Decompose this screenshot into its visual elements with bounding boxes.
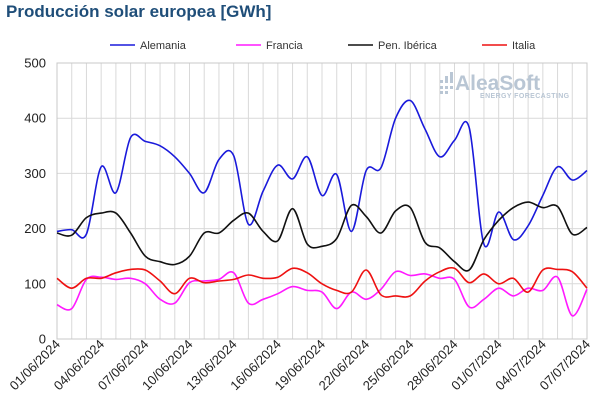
aleasoft-logo-icon — [440, 72, 453, 94]
y-tick-label: 100 — [24, 276, 46, 291]
y-tick-label: 0 — [39, 332, 46, 347]
legend: Alemania Francia Pen. Ibérica Italia — [110, 40, 536, 52]
y-tick-label: 500 — [24, 56, 46, 71]
y-tick-label: 300 — [24, 166, 46, 181]
y-tick-label: 400 — [24, 111, 46, 126]
legend-label-pen-iberica: Pen. Ibérica — [378, 40, 438, 52]
aleasoft-watermark: AleaSoft ENERGY FORECASTING — [440, 72, 570, 100]
plot-border — [56, 62, 588, 340]
legend-label-italia: Italia — [512, 40, 536, 52]
watermark-tagline: ENERGY FORECASTING — [480, 93, 570, 100]
y-axis-ticks: 0 100 200 300 400 500 — [24, 56, 46, 347]
series-line-italia — [56, 266, 588, 298]
series-lines — [56, 99, 588, 317]
legend-label-francia: Francia — [266, 40, 304, 52]
series-line-alemania — [56, 99, 588, 248]
grid — [56, 62, 588, 340]
y-tick-label: 200 — [24, 221, 46, 236]
series-line-pen-iberica — [56, 201, 588, 272]
watermark-brand: AleaSoft — [455, 72, 540, 95]
x-axis-ticks: 01/06/202404/06/202407/06/202410/06/2024… — [6, 337, 593, 394]
chart-title: Producción solar europea [GWh] — [6, 2, 272, 21]
legend-label-alemania: Alemania — [140, 40, 187, 52]
series-line-francia — [56, 270, 588, 317]
